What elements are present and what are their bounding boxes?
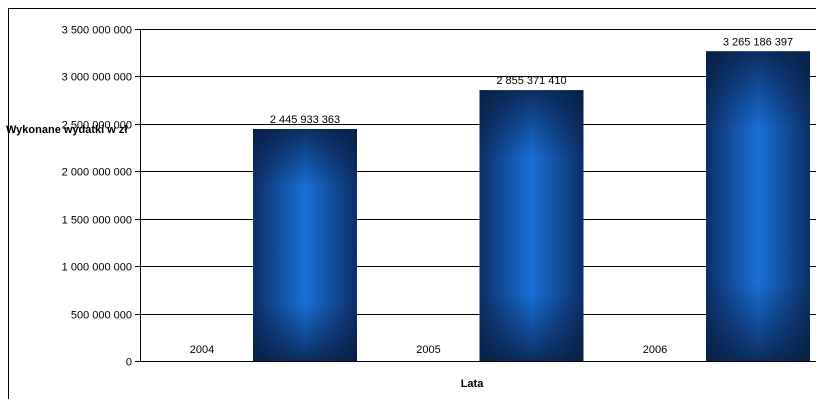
y-tick-label: 1 000 000 000 (62, 262, 132, 274)
bar-shade (253, 129, 357, 361)
bars (253, 51, 810, 361)
chart-outer-border (9, 9, 816, 400)
bar (706, 51, 810, 361)
bar-data-label: 2 855 371 410 (496, 75, 566, 87)
y-tick-label: 3 500 000 000 (62, 25, 132, 37)
y-tick-label: 1 500 000 000 (62, 215, 132, 227)
bar (480, 90, 584, 361)
y-tick-label: 500 000 000 (71, 310, 132, 322)
y-axis-tick-labels: 0 500 000 000 1 000 000 000 1 500 000 000 2 … (62, 25, 132, 369)
bar (253, 129, 357, 361)
x-axis-title: Lata (461, 378, 485, 390)
bar-data-label: 3 265 186 397 (723, 36, 793, 48)
bar-shade (706, 51, 810, 361)
y-tick-label: 2 000 000 000 (62, 167, 132, 179)
category-label: 2006 (643, 344, 667, 356)
bar-shade (480, 90, 584, 361)
y-tick-label: 3 000 000 000 (62, 72, 132, 84)
category-label: 2004 (190, 344, 214, 356)
y-axis-title: Wykonane wydatki w zł (6, 124, 127, 136)
y-tick-label: 0 (126, 357, 132, 369)
bar-data-label: 2 445 933 363 (270, 114, 340, 126)
category-label: 2005 (416, 344, 440, 356)
